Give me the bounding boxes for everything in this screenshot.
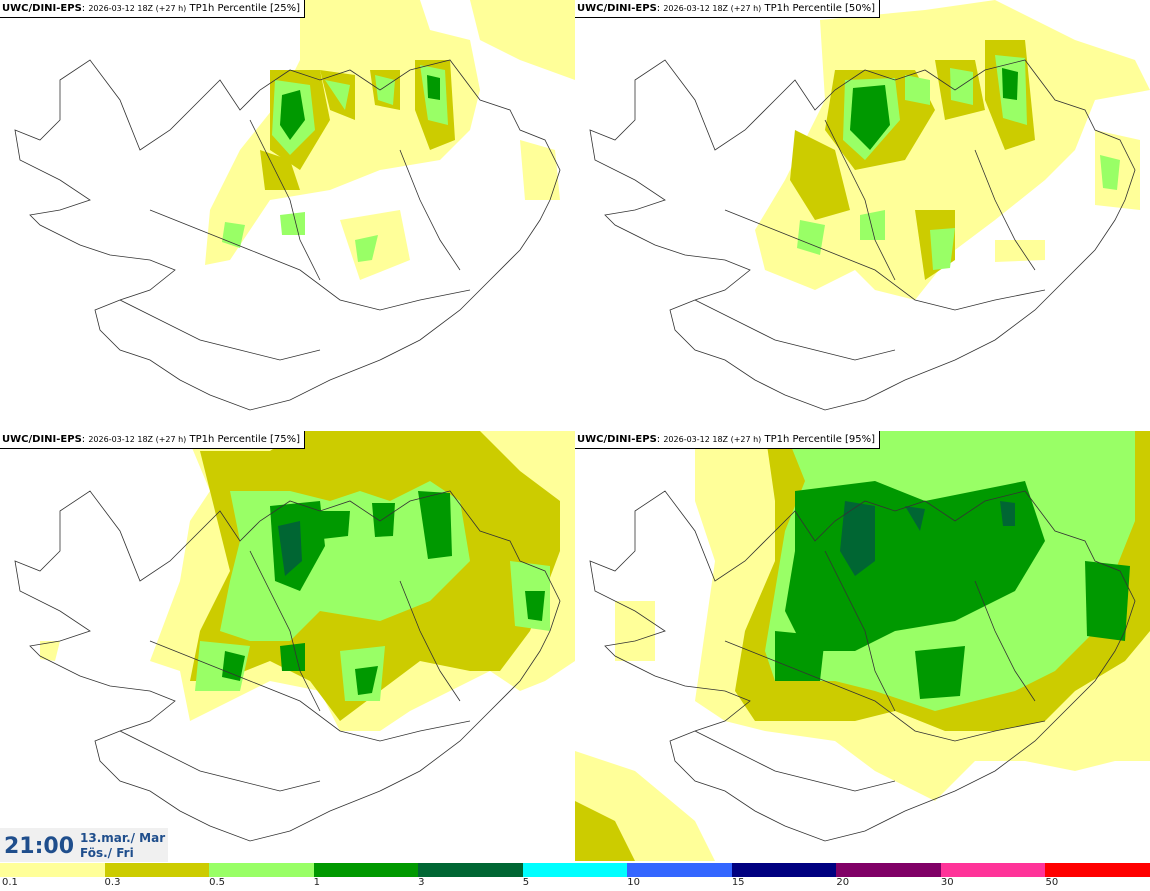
- valid-date-line2: Fös./ Fri: [80, 846, 134, 860]
- precip-field: [40, 431, 575, 731]
- run-time: 2026-03-12 18Z (+27 h): [663, 4, 762, 13]
- model-name: UWC/DINI-EPS: [2, 434, 82, 445]
- percentile-label: TP1h Percentile [50%]: [764, 3, 876, 14]
- legend-tick-label: 1: [313, 877, 320, 888]
- valid-time: 21:00: [4, 834, 75, 859]
- map-panel-p75: UWC/DINI-EPS: 2026-03-12 18Z (+27 h) TP1…: [0, 431, 575, 861]
- legend-tick-label: 0.5: [209, 877, 225, 888]
- run-time: 2026-03-12 18Z (+27 h): [88, 435, 187, 444]
- legend-swatch: [313, 863, 419, 877]
- legend-swatch: [0, 863, 105, 877]
- precip-map-p25: [14, 0, 575, 411]
- legend-ticks: 0.1 0.3 0.5 1 3 5 10 15 20 30 50: [0, 877, 1150, 891]
- percentile-label: TP1h Percentile [75%]: [189, 434, 301, 445]
- precip-map-p75: [14, 431, 575, 842]
- run-time: 2026-03-12 18Z (+27 h): [663, 435, 762, 444]
- panel-title: UWC/DINI-EPS: 2026-03-12 18Z (+27 h) TP1…: [575, 431, 881, 449]
- legend-tick-label: 0.1: [2, 877, 18, 888]
- legend-tick-label: 30: [940, 877, 954, 888]
- panel-title: UWC/DINI-EPS: 2026-03-12 18Z (+27 h) TP1…: [0, 0, 306, 18]
- legend-swatch: [522, 863, 628, 877]
- valid-time-box: 21:00 13.mar./ Mar Fös./ Fri: [0, 828, 168, 862]
- legend-tick-label: 50: [1045, 877, 1059, 888]
- percentile-label: TP1h Percentile [95%]: [764, 434, 876, 445]
- map-panel-p25: UWC/DINI-EPS: 2026-03-12 18Z (+27 h) TP1…: [0, 0, 575, 430]
- coastline: [589, 490, 1136, 842]
- coastline: [14, 59, 561, 411]
- legend-swatch: [940, 863, 1046, 877]
- precip-map-p95: [575, 431, 1150, 861]
- panel-title: UWC/DINI-EPS: 2026-03-12 18Z (+27 h) TP1…: [575, 0, 881, 18]
- legend-swatch: [418, 863, 523, 877]
- panel-title: UWC/DINI-EPS: 2026-03-12 18Z (+27 h) TP1…: [0, 431, 306, 449]
- map-panel-p95: UWC/DINI-EPS: 2026-03-12 18Z (+27 h) TP1…: [575, 431, 1150, 861]
- model-name: UWC/DINI-EPS: [577, 434, 657, 445]
- legend-tick-label: 3: [418, 877, 425, 888]
- precip-field: [755, 0, 1150, 300]
- legend-tick-label: 0.3: [104, 877, 121, 888]
- legend-tick-label: 20: [836, 877, 850, 888]
- percentile-label: TP1h Percentile [25%]: [189, 3, 301, 14]
- legend-swatch: [731, 863, 837, 877]
- legend-tick-label: 15: [731, 877, 745, 888]
- legend-tick-label: 10: [627, 877, 640, 888]
- legend-swatch: [836, 863, 941, 877]
- precip-map-p50: [589, 0, 1150, 411]
- model-name: UWC/DINI-EPS: [2, 3, 82, 14]
- precip-field: [575, 431, 1150, 861]
- legend-swatch: [1045, 863, 1150, 877]
- precip-field: [205, 0, 575, 280]
- coastline: [14, 490, 561, 842]
- color-legend: [0, 863, 1150, 877]
- run-time: 2026-03-12 18Z (+27 h): [88, 4, 187, 13]
- coastline: [589, 59, 1136, 411]
- legend-swatch: [627, 863, 732, 877]
- model-name: UWC/DINI-EPS: [577, 3, 657, 14]
- legend-swatch: [209, 863, 314, 877]
- map-panel-p50: UWC/DINI-EPS: 2026-03-12 18Z (+27 h) TP1…: [575, 0, 1150, 430]
- valid-date-line1: 13.mar./ Mar: [80, 831, 166, 845]
- legend-tick-label: 5: [522, 877, 530, 888]
- legend-swatch: [104, 863, 210, 877]
